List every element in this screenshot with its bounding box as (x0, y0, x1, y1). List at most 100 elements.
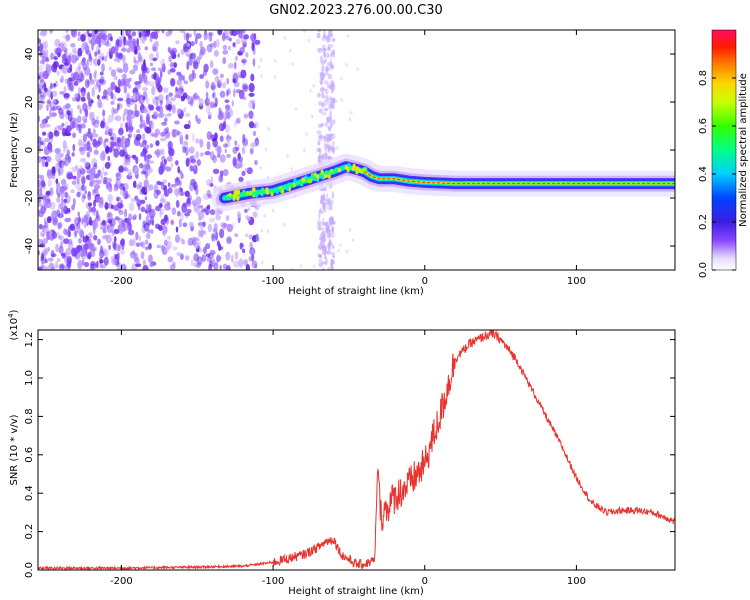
noise-blob (50, 266, 56, 270)
noise-blob (129, 115, 133, 124)
noise-blob (207, 35, 211, 40)
ridge-point (270, 191, 274, 197)
noise-blob (149, 160, 154, 164)
noise-blob (241, 83, 248, 90)
ridge-point (254, 190, 258, 196)
noise-blob (57, 213, 64, 219)
noise-blob (187, 100, 193, 105)
noise-blob (195, 151, 199, 159)
noise-blob (47, 178, 52, 187)
noise-blob (168, 55, 172, 63)
noise-blob (182, 202, 187, 208)
noise-blob (251, 254, 255, 260)
noise-blob (170, 162, 174, 168)
noise-blob (319, 87, 325, 93)
noise-blob (232, 42, 236, 47)
noise-blob (142, 220, 146, 228)
noise-blob (250, 142, 257, 148)
colorbar-tick-label: 0.6 (698, 118, 709, 134)
noise-blob (117, 251, 120, 262)
noise-blob (163, 189, 170, 197)
noise-blob (104, 161, 111, 170)
noise-blob (331, 146, 336, 154)
noise-blob (319, 254, 322, 258)
noise-blob (77, 211, 80, 217)
noise-blob (171, 104, 176, 114)
noise-blob (212, 92, 215, 98)
noise-blob (144, 80, 150, 86)
noise-blob (163, 239, 168, 247)
noise-blob (39, 186, 43, 194)
noise-blob (213, 223, 218, 231)
noise-blob (346, 34, 349, 38)
noise-blob (127, 33, 134, 40)
noise-blob (140, 170, 147, 175)
noise-blob (206, 189, 211, 197)
noise-blob (169, 61, 175, 68)
noise-blob (323, 255, 327, 259)
noise-blob (122, 62, 128, 67)
noise-blob (145, 215, 150, 223)
noise-blob (252, 211, 258, 218)
noise-blob (113, 240, 117, 250)
noise-blob (45, 221, 49, 229)
noise-blob (63, 228, 68, 236)
noise-blob (164, 246, 170, 253)
noise-blob (139, 114, 143, 124)
noise-blob (82, 133, 87, 143)
snr-axes: -200 -100 0 100 0.0 0.2 0.4 0.6 0.8 1.0 1.2 (24, 330, 675, 587)
noise-blob (139, 241, 144, 247)
noise-blob (303, 148, 306, 153)
noise-blob (79, 157, 87, 163)
noise-blob (54, 38, 61, 47)
noise-blob (138, 235, 142, 242)
noise-blob (329, 65, 334, 69)
noise-blob (326, 35, 329, 39)
noise-blob (221, 32, 226, 42)
noise-blob (47, 148, 52, 155)
noise-blob (244, 233, 249, 238)
noise-blob (224, 99, 230, 104)
noise-blob (92, 133, 99, 138)
noise-blob (331, 227, 335, 233)
noise-blob (71, 180, 77, 186)
noise-blob (206, 43, 213, 53)
noise-blob (144, 153, 147, 162)
noise-blob (77, 37, 80, 42)
noise-blob (153, 31, 159, 40)
noise-blob (56, 197, 61, 203)
noise-blob (149, 167, 153, 173)
noise-blob (185, 32, 190, 42)
noise-blob (44, 87, 48, 93)
noise-blob (205, 179, 212, 187)
noise-blob (227, 107, 234, 118)
noise-blob (326, 250, 331, 254)
noise-blob (92, 188, 96, 194)
noise-blob (67, 238, 73, 245)
noise-blob (331, 38, 336, 42)
noise-blob (210, 81, 216, 91)
noise-blob (139, 79, 143, 84)
noise-blob (160, 193, 164, 200)
noise-blob (328, 134, 333, 139)
noise-blob (168, 147, 173, 156)
colorbar-tick-label: 0.8 (698, 70, 709, 86)
noise-blob (80, 96, 86, 102)
ridge-point (320, 175, 325, 180)
noise-blob (325, 72, 330, 76)
noise-blob (141, 62, 147, 72)
noise-blob (271, 208, 275, 213)
noise-blob (348, 117, 352, 121)
noise-blob (166, 201, 171, 208)
noise-blob (254, 264, 258, 269)
noise-blob (176, 251, 182, 256)
noise-blob (196, 206, 201, 216)
noise-blob (190, 178, 196, 186)
ridge-point (242, 190, 246, 195)
noise-blob (260, 228, 263, 233)
noise-blob (174, 176, 181, 186)
noise-blob (90, 114, 94, 124)
noise-blob (238, 89, 245, 100)
noise-blob (71, 247, 77, 255)
noise-blob (102, 179, 108, 185)
